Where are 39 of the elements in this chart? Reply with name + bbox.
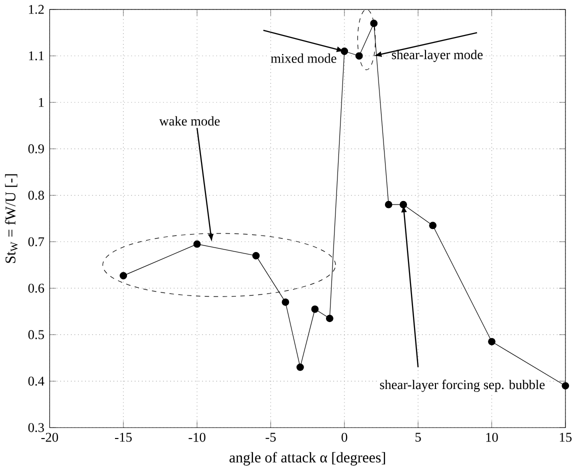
point bbox=[370, 19, 378, 27]
point bbox=[296, 363, 304, 371]
y-tick-label: 0.8 bbox=[28, 190, 44, 200]
y-tick-label: 0.7 bbox=[28, 236, 44, 246]
x-axis-title: angle of attack α [degrees] bbox=[230, 452, 386, 466]
x-tick-label: -15 bbox=[114, 432, 132, 442]
point bbox=[384, 200, 392, 208]
y-tick-label: 0.6 bbox=[28, 283, 44, 293]
y-tick-label: 1.2 bbox=[29, 4, 44, 14]
point bbox=[326, 314, 334, 322]
point bbox=[340, 47, 348, 55]
y-tick-label: 1.1 bbox=[29, 51, 44, 60]
point bbox=[488, 338, 496, 346]
point bbox=[193, 240, 201, 248]
annotation: shear-layer forcing sep. bubble bbox=[380, 379, 545, 392]
x-tick-label: -5 bbox=[266, 432, 276, 442]
y-axis-title: St$_{W}$ = fW/U [-] bbox=[4, 174, 18, 263]
x-tick-label: -20 bbox=[41, 432, 58, 442]
y-tick-label: 1 bbox=[38, 98, 44, 107]
point bbox=[355, 52, 363, 60]
x-tick-label: 10 bbox=[486, 432, 498, 442]
point bbox=[282, 298, 290, 306]
point bbox=[562, 382, 570, 390]
point bbox=[252, 252, 260, 260]
point bbox=[311, 305, 319, 313]
y-tick-label: 0.5 bbox=[28, 330, 44, 339]
point bbox=[429, 222, 437, 229]
y-tick-label: 0.9 bbox=[28, 144, 44, 154]
x-tick-label: 15 bbox=[560, 432, 572, 442]
y-tick-label: 0.4 bbox=[28, 376, 44, 386]
point bbox=[120, 272, 128, 280]
annotation: shear-layer mode bbox=[392, 50, 483, 62]
annotation: mixed mode bbox=[270, 53, 336, 63]
y-tick-label: 0.3 bbox=[28, 422, 44, 432]
x-tick-label: 0 bbox=[342, 432, 348, 442]
x-tick-label: -10 bbox=[188, 432, 206, 442]
x-tick-label: 5 bbox=[416, 432, 421, 442]
annotation: wake mode bbox=[159, 116, 220, 126]
point bbox=[400, 200, 408, 208]
